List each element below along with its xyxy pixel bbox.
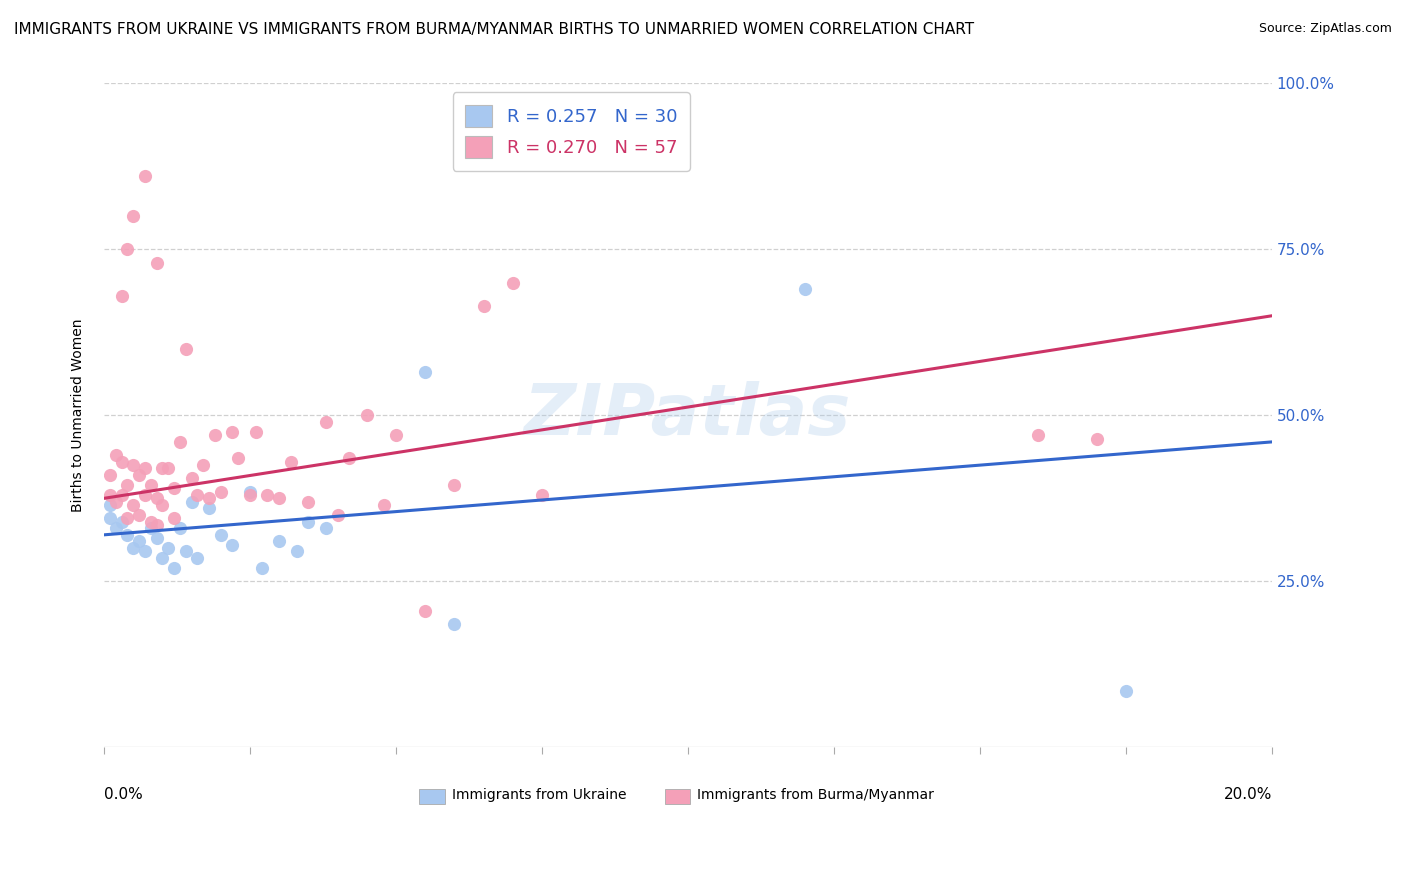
Point	[163, 481, 186, 495]
Text: Immigrants from Ukraine: Immigrants from Ukraine	[451, 789, 627, 803]
Point	[337, 451, 360, 466]
Point	[139, 515, 162, 529]
Point	[413, 365, 436, 379]
Point	[256, 488, 278, 502]
FancyBboxPatch shape	[419, 789, 446, 804]
Point	[117, 478, 139, 492]
Point	[280, 455, 302, 469]
Point	[134, 488, 156, 502]
Text: Source: ZipAtlas.com: Source: ZipAtlas.com	[1258, 22, 1392, 36]
Point	[204, 428, 226, 442]
Point	[98, 468, 121, 483]
Point	[530, 488, 553, 502]
Point	[122, 458, 145, 472]
Point	[269, 534, 291, 549]
Point	[1115, 683, 1137, 698]
Point	[180, 494, 202, 508]
Point	[1085, 432, 1108, 446]
Legend: R = 0.257   N = 30, R = 0.270   N = 57: R = 0.257 N = 30, R = 0.270 N = 57	[453, 93, 690, 171]
Point	[104, 521, 127, 535]
Point	[122, 209, 145, 223]
Point	[413, 604, 436, 618]
Text: ZIPatlas: ZIPatlas	[524, 381, 852, 450]
Point	[110, 455, 132, 469]
Point	[221, 538, 243, 552]
Point	[245, 425, 267, 439]
Point	[117, 511, 139, 525]
Point	[128, 508, 150, 522]
Point	[134, 544, 156, 558]
Point	[150, 461, 173, 475]
Point	[157, 461, 180, 475]
Point	[134, 169, 156, 184]
Point	[150, 498, 173, 512]
Point	[285, 544, 308, 558]
Point	[315, 415, 337, 429]
Point	[157, 541, 180, 555]
Point	[174, 342, 197, 356]
Text: 20.0%: 20.0%	[1223, 787, 1272, 802]
Point	[198, 491, 221, 506]
Point	[98, 498, 121, 512]
Point	[472, 299, 495, 313]
Point	[326, 508, 349, 522]
Point	[145, 491, 167, 506]
Point	[174, 544, 197, 558]
Point	[356, 409, 378, 423]
Point	[250, 561, 273, 575]
Point	[239, 484, 262, 499]
Point	[209, 528, 232, 542]
Point	[145, 255, 167, 269]
Point	[198, 501, 221, 516]
Point	[239, 488, 262, 502]
Point	[110, 515, 132, 529]
FancyBboxPatch shape	[665, 789, 690, 804]
Point	[163, 561, 186, 575]
Point	[122, 541, 145, 555]
Point	[117, 243, 139, 257]
Point	[110, 488, 132, 502]
Point	[128, 468, 150, 483]
Point	[104, 448, 127, 462]
Point	[186, 488, 208, 502]
Point	[443, 617, 465, 632]
Point	[163, 511, 186, 525]
Point	[104, 494, 127, 508]
Point	[226, 451, 249, 466]
Point	[297, 494, 319, 508]
Point	[150, 551, 173, 566]
Point	[315, 521, 337, 535]
Point	[98, 488, 121, 502]
Point	[134, 461, 156, 475]
Point	[793, 282, 815, 296]
Point	[1026, 428, 1049, 442]
Point	[117, 528, 139, 542]
Y-axis label: Births to Unmarried Women: Births to Unmarried Women	[72, 318, 86, 512]
Point	[269, 491, 291, 506]
Text: 0.0%: 0.0%	[104, 787, 143, 802]
Point	[221, 425, 243, 439]
Point	[443, 478, 465, 492]
Point	[385, 428, 408, 442]
Point	[139, 521, 162, 535]
Text: Immigrants from Burma/Myanmar: Immigrants from Burma/Myanmar	[697, 789, 934, 803]
Point	[139, 478, 162, 492]
Point	[110, 289, 132, 303]
Point	[169, 521, 191, 535]
Point	[169, 434, 191, 449]
Point	[186, 551, 208, 566]
Point	[502, 276, 524, 290]
Point	[145, 531, 167, 545]
Point	[128, 534, 150, 549]
Point	[209, 484, 232, 499]
Point	[373, 498, 395, 512]
Point	[193, 458, 215, 472]
Point	[297, 515, 319, 529]
Point	[98, 511, 121, 525]
Point	[180, 471, 202, 485]
Point	[145, 517, 167, 532]
Text: IMMIGRANTS FROM UKRAINE VS IMMIGRANTS FROM BURMA/MYANMAR BIRTHS TO UNMARRIED WOM: IMMIGRANTS FROM UKRAINE VS IMMIGRANTS FR…	[14, 22, 974, 37]
Point	[122, 498, 145, 512]
